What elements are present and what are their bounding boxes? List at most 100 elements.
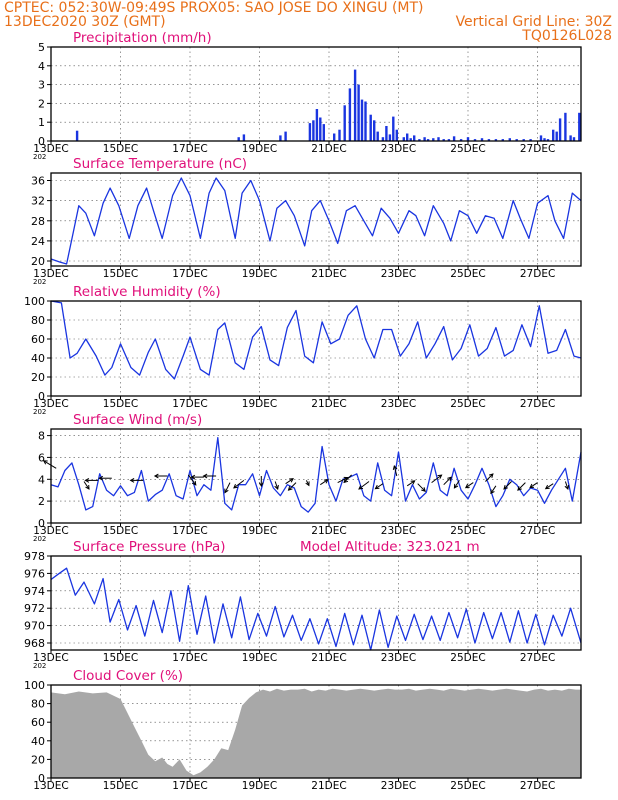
precip-bar [543, 138, 546, 141]
wind-arrow [464, 482, 474, 489]
xtick-label: 25DEC [450, 398, 485, 410]
wind-arrow-shaft [453, 480, 460, 489]
xtick-label: 15DEC [103, 398, 138, 410]
ytick-label: 24 [31, 235, 45, 248]
wind-arrow [320, 479, 329, 486]
wind-arrow [358, 481, 370, 490]
precip-bar [452, 136, 456, 141]
humidity-line [50, 300, 582, 380]
xtick-label: 23DEC [381, 143, 416, 155]
precip-bar [343, 105, 346, 141]
panel-title: Precipitation (mm/h) [73, 30, 212, 46]
ytick-label: 100 [24, 679, 45, 692]
ytick-label: 6 [38, 451, 45, 464]
precip-bar [487, 139, 491, 141]
precip-bar [426, 139, 430, 141]
wind-arrow [431, 474, 443, 484]
wind-arrow [287, 482, 297, 491]
wind-arrow [544, 483, 554, 490]
wind-arrow-shaft [490, 485, 497, 494]
wind-arrow-head [437, 474, 443, 479]
precip-bar [392, 116, 395, 141]
panel-title: Cloud Cover (%) [73, 668, 183, 684]
wind-arrow-shaft [545, 483, 554, 490]
wind-arrow-shaft [320, 479, 329, 486]
xtick-label: 21DEC [311, 143, 346, 155]
xtick-label: 15DEC [103, 652, 138, 664]
wind-arrow-shaft [517, 482, 526, 491]
ytick-label: 0 [38, 517, 45, 530]
xtick-label: 25DEC [450, 268, 485, 280]
xtick-label: 27DEC [520, 143, 555, 155]
wind-arrow-shaft [417, 483, 426, 492]
precip-bar [494, 139, 498, 141]
ytick-label: 1 [38, 116, 45, 129]
precip-bar [319, 117, 322, 141]
wind-arrow-head [191, 480, 197, 486]
precip-bar [385, 126, 388, 141]
header-model-id: TQ0126L028 [521, 28, 612, 44]
wind-arrow-shaft [443, 476, 452, 486]
ytick-label: 4 [38, 473, 45, 486]
precip-bar [409, 138, 412, 141]
ytick-label: 3 [38, 79, 45, 92]
wind-arrow-head [517, 486, 522, 491]
wind-arrow-head [374, 484, 380, 490]
precip-bar [284, 131, 287, 141]
wind-arrow-shaft [375, 483, 384, 490]
precip-bar [357, 84, 360, 141]
precip-bar [279, 135, 282, 141]
xtick-label: 19DEC [242, 525, 277, 537]
precip-bar [322, 124, 325, 141]
precip-bar [237, 137, 240, 141]
wind-arrow [517, 482, 526, 491]
ytick-label: 970 [24, 620, 45, 633]
precip-bar [546, 139, 550, 141]
ytick-label: 36 [31, 175, 45, 188]
wind-arrow [392, 464, 398, 477]
xtick-label: 15DEC [103, 268, 138, 280]
precip-bar [432, 138, 435, 141]
xtick-label: 17DEC [172, 398, 207, 410]
wind-arrow-shaft [358, 481, 370, 490]
wind-arrow-shaft [465, 482, 474, 489]
xtick-label: 19DEC [242, 398, 277, 410]
precip-bar [508, 138, 511, 141]
panel-title: Surface Temperature (nC) [73, 156, 247, 172]
precip-bar [442, 139, 445, 141]
panel-title: Relative Humidity (%) [73, 284, 221, 300]
wind-arrow [84, 478, 98, 483]
header-grid-line-note: Vertical Grid Line: 30Z [456, 14, 612, 30]
ytick-label: 28 [31, 215, 45, 228]
wind-arrow-shaft [485, 473, 494, 482]
precip-bar [447, 139, 451, 141]
wind-arrow-head [258, 482, 264, 488]
xtick-year-label: 202 [33, 535, 46, 543]
wind-arrow [83, 481, 90, 490]
wind-arrow-shaft [529, 482, 538, 489]
wind-arrow-head [323, 479, 329, 484]
wind-arrow [485, 473, 494, 482]
precip-bar [564, 112, 567, 141]
wind-arrow-head [85, 484, 90, 490]
temperature-line [50, 177, 582, 265]
xtick-label: 27DEC [520, 398, 555, 410]
wind-arrow-shaft [288, 482, 297, 491]
ytick-label: 100 [24, 295, 45, 308]
wind-arrow-head [410, 480, 416, 485]
xtick-label: 21DEC [311, 398, 346, 410]
xtick-label: 17DEC [172, 143, 207, 155]
wind-arrow-shaft [224, 482, 231, 493]
wind-arrow-shaft [187, 474, 197, 486]
precip-bar [312, 120, 315, 141]
ytick-label: 40 [31, 352, 45, 365]
wind-arrow-head [564, 484, 570, 490]
xtick-label: 17DEC [172, 268, 207, 280]
xtick-label: 13DEC [33, 525, 68, 537]
panel-pressure: 968 970 972 974 976 978 13DEC 15DEC 17DEC 19DEC 21… [24, 539, 582, 670]
xtick-year-label: 202 [33, 278, 46, 286]
wind-arrow-head [224, 488, 229, 494]
ytick-label: 0 [38, 772, 45, 785]
wind-arrow-head [274, 484, 279, 490]
